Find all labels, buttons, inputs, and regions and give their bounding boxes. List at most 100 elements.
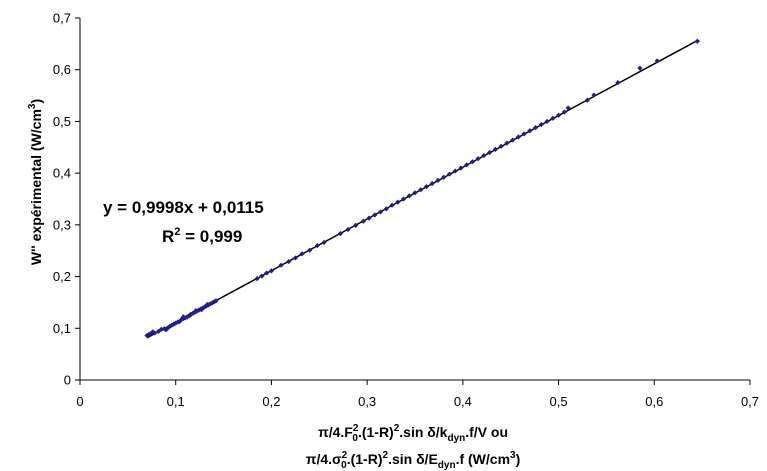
data-point	[178, 316, 185, 323]
data-point	[209, 300, 215, 306]
data-point	[360, 218, 366, 224]
data-point	[163, 327, 169, 333]
data-point	[654, 58, 660, 64]
data-point	[475, 156, 481, 162]
data-point	[337, 231, 343, 237]
data-point	[321, 239, 327, 246]
data-point	[591, 92, 597, 98]
y-tick-label: 0	[64, 373, 71, 388]
data-point	[441, 174, 447, 180]
data-points	[144, 38, 700, 339]
data-point	[148, 330, 154, 337]
data-point	[254, 276, 260, 282]
data-point	[555, 112, 562, 118]
data-point	[481, 152, 487, 159]
data-point	[550, 115, 556, 121]
data-point	[464, 162, 470, 168]
data-point	[544, 118, 550, 125]
x-axis-title-line2: π/4.σ2 0.(1-R)2.sin δ/Edyn.f (W/cm3)	[306, 450, 521, 471]
data-point	[637, 65, 643, 71]
x-tick-label: 0,7	[741, 394, 759, 409]
data-point	[400, 196, 407, 202]
y-axis-title: W'' expérimental (W/cm3)	[27, 99, 44, 265]
data-point	[694, 38, 700, 44]
data-point	[423, 183, 430, 190]
x-tick-label: 0,4	[454, 394, 472, 409]
data-point	[173, 320, 179, 326]
x-tick-label: 0,6	[645, 394, 663, 409]
data-point	[204, 301, 210, 308]
data-point	[278, 262, 284, 268]
data-point	[458, 165, 464, 171]
r-squared-label: R2 = 0,999	[162, 226, 242, 246]
x-tick-label: 0	[76, 394, 83, 409]
data-point	[561, 109, 567, 115]
data-point	[498, 143, 504, 149]
data-point	[286, 258, 292, 265]
data-point	[435, 177, 441, 183]
trendline-equation: y = 0,9998x + 0,0115	[103, 198, 264, 217]
data-point	[533, 125, 539, 131]
data-point	[538, 121, 544, 128]
y-tick-label: 0,2	[53, 269, 71, 284]
y-tick-label: 0,1	[53, 321, 71, 336]
data-point	[307, 247, 313, 253]
x-ticks: 0 0,1 0,2 0,3 0,4 0,5 0,6 0,7	[76, 380, 759, 409]
data-point	[527, 128, 533, 134]
data-point	[412, 190, 418, 196]
y-ticks: 0 0,1 0,2 0,3 0,4 0,5 0,6 0,7	[53, 11, 80, 388]
data-point	[452, 168, 458, 174]
data-point	[521, 131, 527, 137]
data-point	[211, 299, 217, 305]
data-point	[292, 255, 298, 261]
data-point	[615, 80, 621, 86]
data-point	[146, 331, 152, 338]
data-point	[383, 206, 389, 212]
data-point	[345, 226, 351, 233]
y-tick-label: 0,4	[53, 166, 71, 181]
x-tick-label: 0,5	[550, 394, 568, 409]
data-point	[395, 199, 401, 205]
data-point	[259, 273, 265, 279]
data-point	[180, 314, 186, 320]
data-point	[165, 325, 171, 331]
data-point	[515, 134, 521, 140]
data-point	[510, 137, 516, 143]
data-point	[469, 159, 476, 165]
data-point	[213, 298, 219, 304]
data-point	[201, 304, 208, 310]
data-point	[487, 149, 493, 156]
data-point	[406, 193, 412, 199]
data-point	[268, 268, 275, 274]
data-point	[155, 328, 162, 334]
data-point	[187, 312, 193, 318]
data-point	[446, 171, 453, 177]
data-point	[144, 332, 150, 339]
data-point	[492, 146, 498, 152]
data-point	[584, 97, 590, 103]
data-point	[193, 308, 199, 314]
data-point	[418, 187, 424, 193]
data-point	[372, 212, 378, 218]
data-point	[429, 180, 435, 187]
data-point	[264, 270, 270, 276]
data-point	[150, 329, 156, 335]
data-point	[389, 202, 395, 208]
y-tick-label: 0,7	[53, 11, 71, 26]
data-point	[377, 209, 384, 215]
data-point	[198, 307, 205, 313]
data-point	[366, 215, 372, 221]
y-tick-label: 0,6	[53, 62, 71, 77]
data-point	[182, 315, 188, 321]
x-tick-label: 0,2	[262, 394, 280, 409]
data-point	[299, 251, 305, 257]
x-tick-label: 0,1	[167, 394, 185, 409]
data-point	[504, 140, 510, 146]
data-point	[314, 242, 320, 249]
x-tick-label: 0,3	[358, 394, 376, 409]
data-point	[152, 330, 158, 336]
data-point	[565, 105, 571, 111]
y-tick-label: 0,3	[53, 217, 71, 232]
y-tick-label: 0,5	[53, 114, 71, 129]
